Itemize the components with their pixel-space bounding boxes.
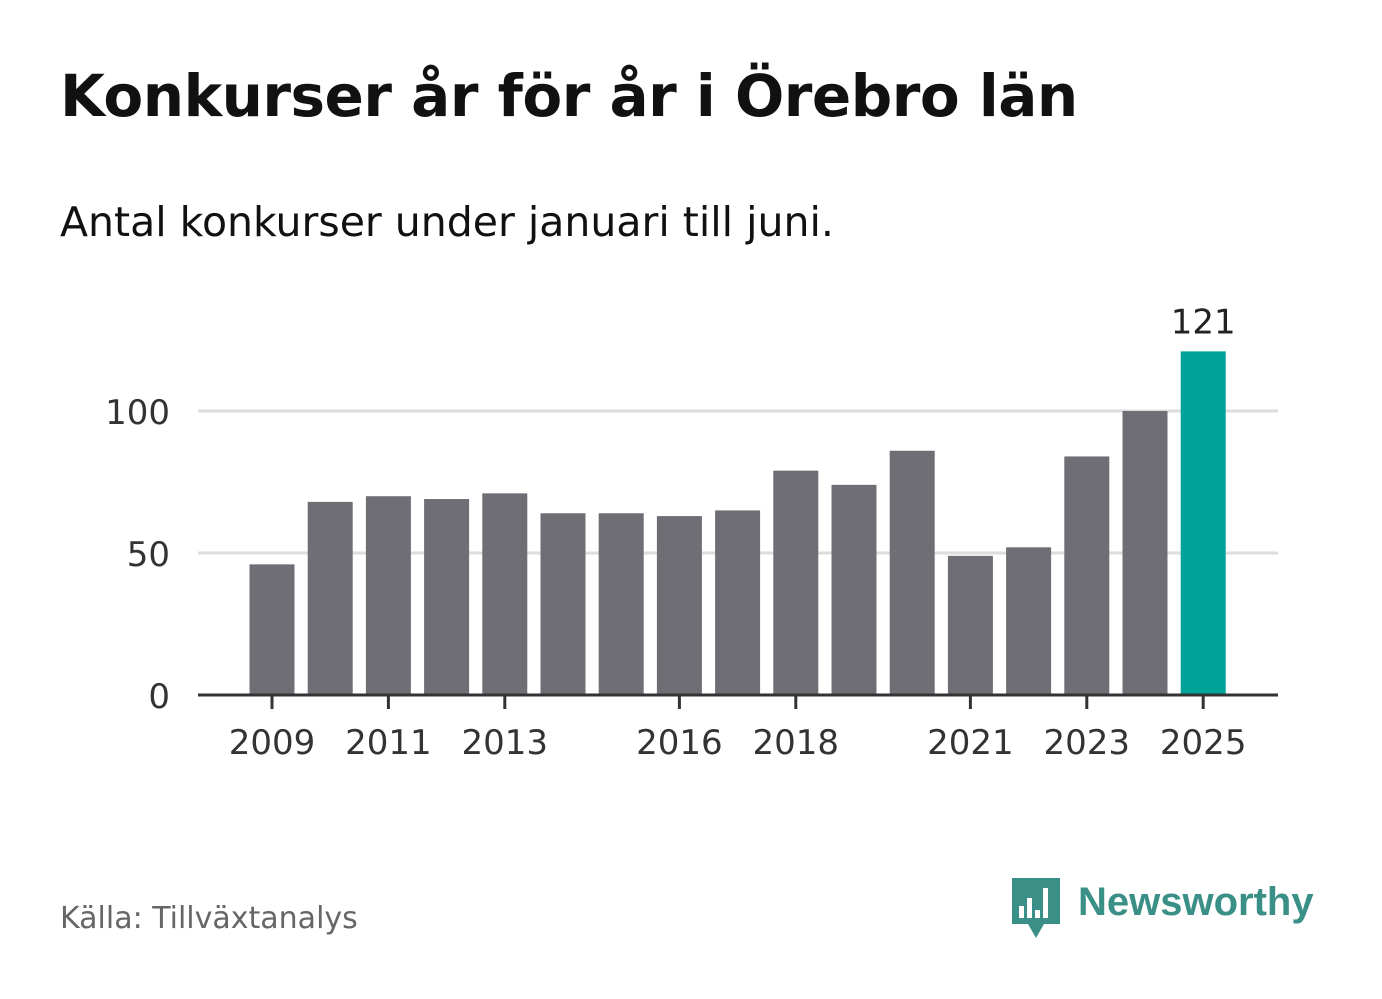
chart-subtitle: Antal konkurser under januari till juni. [60,198,834,246]
y-tick-label: 50 [127,535,170,575]
y-tick-label: 0 [148,677,170,717]
bar-chart-speech-bubble-icon [1012,878,1060,938]
bar-2020 [889,450,935,695]
x-tick-label: 2021 [927,723,1014,763]
bar-2025 [1180,351,1226,695]
x-tick-label: 2013 [462,723,549,763]
bar-2021 [947,555,993,695]
bar-2015 [598,513,644,695]
bar-2022 [1006,547,1052,695]
x-tick-label: 2025 [1160,723,1247,763]
data-label: 121 [1171,302,1236,342]
brand-logo[interactable]: Newsworthy [1010,876,1314,942]
brand-name: Newsworthy [1078,880,1314,924]
bar-2014 [540,513,586,695]
x-tick-label: 2016 [636,723,723,763]
bar-2011 [365,496,411,695]
x-tick-label: 2011 [345,723,432,763]
bar-2019 [831,484,877,695]
source-note: Källa: Tillväxtanalys [60,901,358,936]
x-tick-label: 2018 [753,723,840,763]
bar-2024 [1122,411,1168,695]
bar-2010 [307,501,353,695]
chart-title: Konkurser år för år i Örebro län [60,62,1078,130]
x-tick-label: 2023 [1044,723,1131,763]
bar-2009 [249,564,295,695]
bar-2016 [656,516,702,695]
y-tick-label: 100 [105,393,170,433]
bar-2012 [424,499,470,695]
x-tick-label: 2009 [229,723,316,763]
bar-2013 [482,493,528,695]
bar-2017 [715,510,761,695]
bar-2023 [1064,456,1110,695]
bar-2018 [773,470,819,695]
